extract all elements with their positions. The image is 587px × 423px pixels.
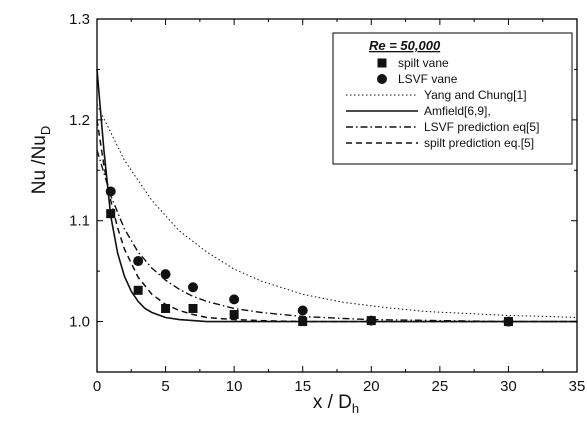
- x-tick-label: 15: [294, 378, 311, 395]
- legend-label: Yang and Chung[1]: [424, 88, 527, 102]
- data-point-circle: [297, 305, 308, 316]
- legend-marker: [377, 58, 387, 68]
- data-point-circle: [105, 186, 116, 197]
- x-tick-label: 35: [569, 378, 586, 395]
- legend: Re = 50,000 spilt vane LSVF vane Yang and …: [332, 32, 573, 165]
- legend-label: spilt prediction eq.[5]: [424, 136, 534, 150]
- data-point-square: [106, 209, 116, 219]
- data-point-circle: [503, 316, 514, 327]
- y-tick-label: 1.2: [69, 112, 90, 129]
- data-point-circle: [133, 256, 144, 267]
- x-tick-label: 30: [500, 378, 517, 395]
- y-tick-label: 1.3: [69, 11, 90, 28]
- legend-title: Re = 50,000: [369, 38, 441, 53]
- y-tick-label: 1.0: [69, 314, 90, 331]
- data-point-circle: [229, 294, 240, 305]
- legend-entries: spilt vane LSVF vane Yang and Chung[1] Amfi…: [346, 56, 539, 150]
- legend-label: LSVF prediction eq[5]: [424, 120, 539, 134]
- legend-label: Amfield[6,9],: [424, 104, 491, 118]
- legend-box: [332, 32, 573, 165]
- data-point-square: [161, 303, 171, 313]
- x-tick-label: 10: [226, 378, 243, 395]
- x-axis-label: x / Dh: [313, 392, 359, 416]
- data-point-circle: [160, 269, 171, 280]
- series-line: [96, 104, 578, 318]
- data-point-circle: [188, 282, 198, 293]
- x-tick-label: 25: [432, 378, 449, 395]
- legend-label: LSVF vane: [398, 72, 458, 86]
- data-point-square: [188, 303, 198, 313]
- y-tick-label: 1.1: [69, 213, 90, 230]
- legend-label: spilt vane: [398, 56, 449, 70]
- series-line: [96, 149, 577, 323]
- legend-marker: [377, 74, 387, 84]
- series-line: [96, 119, 577, 323]
- x-tick-label: 5: [161, 378, 169, 395]
- x-tick-label: 20: [363, 378, 380, 395]
- data-point-circle: [366, 315, 377, 326]
- data-point-square: [133, 285, 143, 295]
- data-point-square: [229, 310, 239, 320]
- x-tick-label: 0: [93, 378, 101, 395]
- y-axis-label: Nu /NuD: [29, 126, 53, 195]
- data-point-square: [298, 317, 308, 327]
- series-layer: [96, 69, 578, 327]
- axis-layer: 0 5 10 15 20 25 30 35 1.0 1.1 1.2 1.3: [69, 11, 585, 395]
